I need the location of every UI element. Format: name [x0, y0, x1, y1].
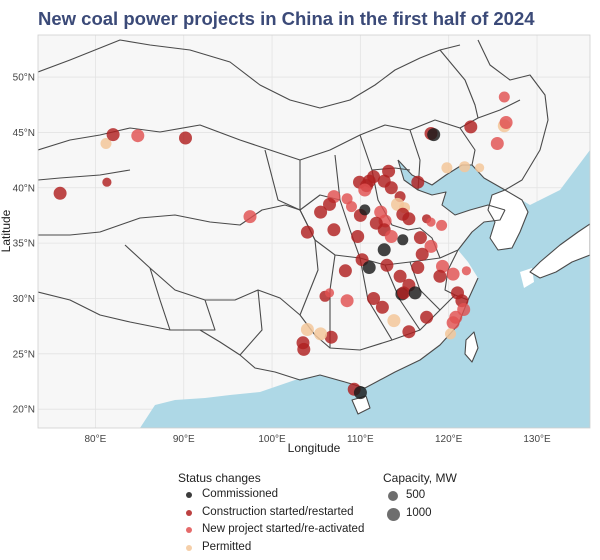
project-point-new	[340, 294, 354, 308]
x-tick-label: 110°E	[347, 434, 374, 445]
project-point-construction	[314, 205, 328, 219]
project-point-permitted	[441, 162, 453, 174]
y-tick-label: 20°N	[13, 405, 35, 416]
project-point-new	[499, 116, 513, 129]
project-point-commissioned	[377, 243, 391, 257]
y-axis-ticks: 20°N 25°N 30°N 35°N 40°N 45°N 50°N	[13, 73, 35, 416]
y-tick-label: 45°N	[13, 128, 35, 139]
project-point-construction	[300, 225, 314, 239]
project-point-new	[461, 266, 471, 276]
project-point-new	[436, 219, 448, 231]
project-point-commissioned	[359, 204, 371, 216]
y-axis-title: Latitude	[0, 209, 13, 252]
project-point-construction	[415, 247, 429, 261]
project-point-new	[324, 288, 335, 298]
project-point-permitted	[314, 327, 328, 341]
project-point-permitted	[387, 314, 401, 328]
project-point-permitted	[459, 161, 471, 173]
project-point-construction	[420, 310, 434, 324]
project-point-new	[436, 259, 449, 273]
project-point-new	[446, 316, 460, 330]
project-point-construction	[53, 186, 67, 200]
project-point-commissioned	[353, 386, 367, 400]
project-point-construction	[380, 258, 394, 272]
project-point-new	[426, 217, 436, 227]
y-tick-label: 40°N	[13, 183, 35, 194]
project-point-construction	[327, 223, 341, 237]
y-tick-label: 25°N	[13, 349, 35, 360]
project-point-commissioned	[397, 234, 409, 246]
project-point-construction	[179, 131, 192, 145]
project-point-permitted	[475, 163, 485, 173]
project-point-new	[346, 201, 357, 213]
y-tick-label: 50°N	[13, 73, 35, 84]
japan-island	[530, 224, 590, 278]
project-point-construction	[393, 269, 407, 283]
x-tick-label: 100°E	[258, 434, 286, 445]
project-point-new	[243, 210, 257, 224]
project-point-construction	[413, 231, 427, 245]
x-tick-label: 80°E	[85, 434, 107, 445]
project-points	[53, 91, 513, 400]
project-point-construction	[106, 128, 120, 142]
project-point-new	[446, 267, 460, 281]
project-point-construction	[323, 197, 336, 211]
y-tick-label: 30°N	[13, 294, 35, 305]
project-point-new	[457, 303, 471, 316]
y-tick-label: 35°N	[13, 239, 35, 250]
project-point-construction	[382, 164, 396, 178]
x-tick-label: 90°E	[173, 434, 195, 445]
project-point-permitted	[300, 323, 314, 336]
project-point-construction	[384, 181, 398, 195]
project-point-new	[358, 183, 372, 197]
project-point-construction	[375, 300, 389, 314]
project-point-construction	[411, 261, 425, 274]
project-point-new	[424, 239, 438, 253]
map-frame	[37, 34, 591, 429]
project-point-commissioned	[408, 286, 422, 300]
project-point-permitted	[445, 328, 456, 340]
x-tick-label: 130°E	[523, 434, 551, 445]
project-point-construction	[433, 269, 447, 283]
sea-area	[140, 150, 590, 428]
project-point-construction	[402, 325, 416, 339]
project-point-new	[384, 230, 398, 243]
project-point-construction	[102, 177, 112, 187]
project-point-permitted	[100, 138, 112, 149]
project-point-construction	[297, 342, 311, 356]
project-point-construction	[351, 230, 365, 243]
project-point-construction	[338, 264, 352, 278]
kyushu-island	[520, 268, 534, 288]
project-point-construction	[464, 120, 478, 134]
project-point-construction	[397, 286, 411, 300]
project-point-construction	[367, 292, 381, 305]
x-axis-ticks: 80°E 90°E 100°E 110°E 120°E 130°E	[85, 434, 552, 445]
project-point-construction	[402, 212, 416, 226]
project-point-new	[490, 137, 504, 150]
project-point-construction	[411, 175, 425, 189]
project-point-construction	[324, 330, 338, 344]
project-point-commissioned	[362, 261, 376, 274]
x-axis-title: Longitude	[288, 441, 341, 455]
project-point-new	[131, 129, 145, 143]
project-point-commissioned	[427, 128, 441, 142]
project-point-new	[498, 91, 510, 103]
x-tick-label: 120°E	[435, 434, 463, 445]
chart-title: New coal power projects in China in the …	[38, 8, 535, 29]
